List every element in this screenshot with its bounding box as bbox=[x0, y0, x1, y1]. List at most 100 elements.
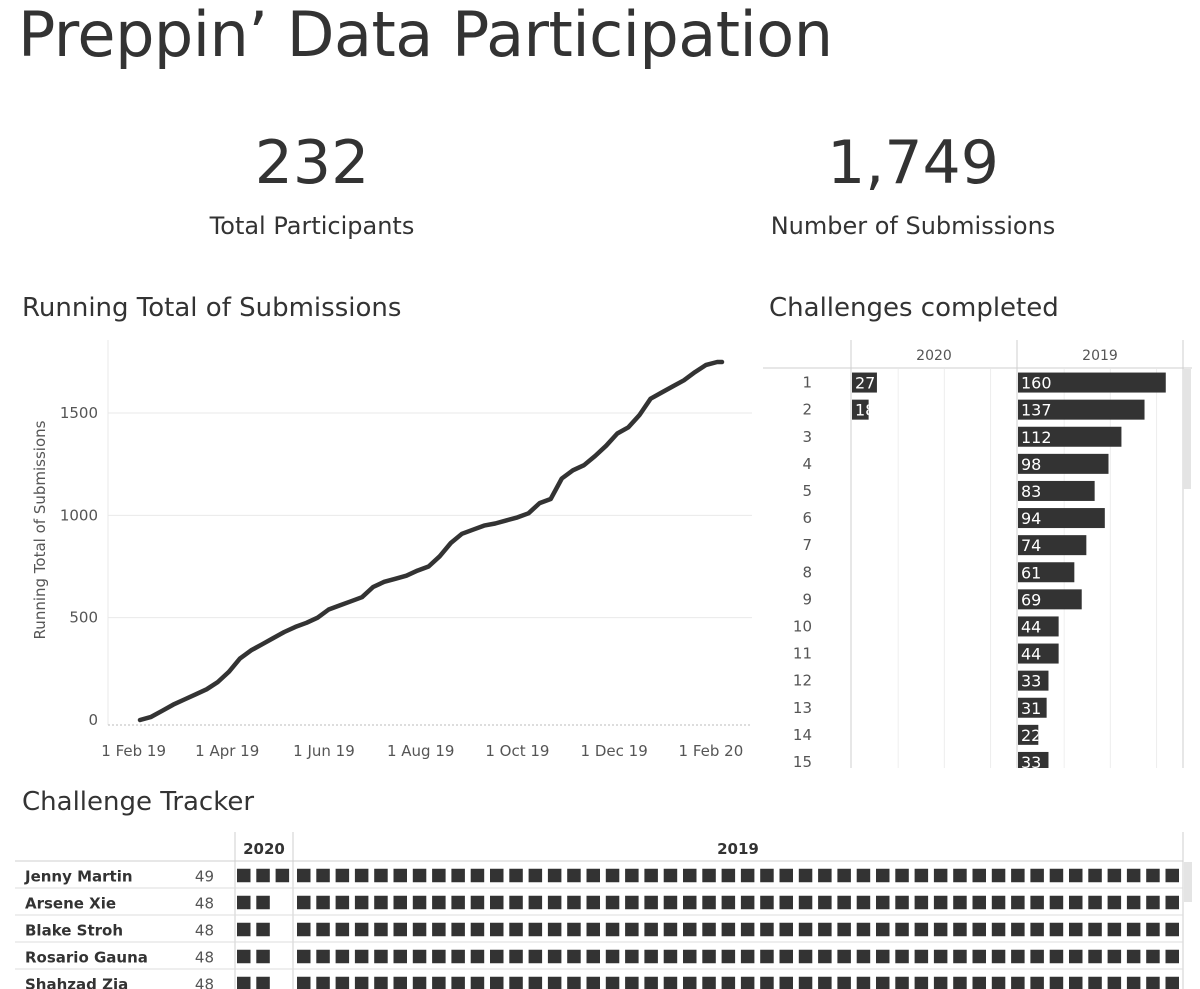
week-square bbox=[297, 949, 311, 964]
week-square bbox=[509, 949, 523, 964]
week-square bbox=[316, 868, 330, 883]
week-square bbox=[567, 868, 581, 883]
week-square bbox=[547, 868, 562, 883]
week-square bbox=[876, 895, 890, 910]
column-header: 2020 bbox=[243, 840, 285, 858]
week-square bbox=[972, 922, 986, 937]
row-label: 6 bbox=[802, 509, 812, 527]
x-tick-label: 1 Feb 19 bbox=[101, 742, 166, 760]
week-square bbox=[644, 895, 658, 910]
week-square bbox=[818, 949, 832, 964]
kpi-participants-label: Total Participants bbox=[209, 212, 415, 240]
week-square bbox=[567, 922, 581, 937]
week-square bbox=[490, 922, 504, 937]
bar bbox=[1018, 535, 1087, 556]
week-square bbox=[895, 895, 909, 910]
week-square bbox=[432, 949, 446, 964]
week-square bbox=[779, 922, 793, 937]
week-square bbox=[316, 976, 330, 989]
week-square bbox=[393, 922, 407, 937]
bar-value-label: 83 bbox=[1021, 482, 1041, 501]
week-square bbox=[663, 868, 678, 883]
week-square bbox=[933, 976, 948, 989]
week-square bbox=[1165, 949, 1179, 964]
week-square bbox=[1069, 868, 1083, 883]
week-square bbox=[1011, 868, 1025, 883]
week-square bbox=[1030, 868, 1044, 883]
week-square bbox=[779, 976, 793, 989]
bar bbox=[1018, 724, 1039, 745]
kpi-participants-value: 232 bbox=[254, 128, 370, 198]
week-square bbox=[354, 922, 369, 937]
week-square bbox=[953, 895, 967, 910]
week-square bbox=[663, 976, 678, 989]
week-square bbox=[1107, 949, 1122, 964]
week-square bbox=[798, 922, 813, 937]
row-label: 4 bbox=[802, 455, 812, 473]
week-square bbox=[644, 949, 658, 964]
week-square bbox=[490, 949, 504, 964]
bar-value-label: 98 bbox=[1021, 455, 1041, 474]
week-square bbox=[953, 949, 967, 964]
week-square bbox=[1126, 922, 1141, 937]
week-square bbox=[335, 895, 350, 910]
running-total-chart: 0 500 1000 1500 1 Feb 19 1 Apr 19 1 Jun 19 1 Au… bbox=[31, 340, 752, 760]
participant-name: Jenny Martin bbox=[24, 868, 133, 886]
week-square bbox=[702, 949, 716, 964]
row-label: 12 bbox=[793, 672, 812, 690]
week-square bbox=[798, 868, 813, 883]
week-square bbox=[586, 895, 600, 910]
week-square bbox=[1011, 922, 1025, 937]
week-square bbox=[702, 868, 716, 883]
week-square bbox=[779, 949, 793, 964]
week-square bbox=[818, 976, 832, 989]
week-square bbox=[702, 895, 716, 910]
column-header: 2019 bbox=[717, 840, 759, 858]
week-square bbox=[876, 922, 890, 937]
week-square bbox=[798, 895, 813, 910]
bar bbox=[852, 399, 869, 420]
week-square bbox=[1107, 976, 1122, 989]
week-square bbox=[256, 976, 270, 989]
participant-name: Rosario Gauna bbox=[25, 949, 148, 967]
y-axis-title: Running Total of Submissions bbox=[31, 420, 49, 639]
week-square bbox=[547, 949, 562, 964]
week-square bbox=[586, 868, 600, 883]
week-square bbox=[1146, 976, 1160, 989]
week-square bbox=[953, 868, 967, 883]
week-square bbox=[663, 922, 678, 937]
bar bbox=[1018, 751, 1049, 768]
week-square bbox=[972, 868, 986, 883]
week-square bbox=[1069, 895, 1083, 910]
scrollbar-thumb bbox=[1184, 862, 1192, 902]
row-label: 8 bbox=[802, 563, 812, 581]
week-square bbox=[991, 895, 1006, 910]
week-square bbox=[914, 976, 929, 989]
week-square bbox=[953, 922, 967, 937]
week-square bbox=[683, 895, 697, 910]
week-square bbox=[740, 895, 755, 910]
week-square bbox=[256, 895, 270, 910]
week-square bbox=[354, 895, 369, 910]
week-square bbox=[335, 922, 350, 937]
x-tick-label: 1 Apr 19 bbox=[195, 742, 259, 760]
week-square bbox=[914, 949, 929, 964]
week-square bbox=[683, 868, 697, 883]
week-square bbox=[818, 922, 832, 937]
week-square bbox=[354, 976, 369, 989]
column-header: 2019 bbox=[1082, 348, 1118, 364]
week-square bbox=[1165, 868, 1179, 883]
y-tick-label: 1500 bbox=[60, 404, 98, 422]
week-square bbox=[1011, 976, 1025, 989]
bar-value-label: 44 bbox=[1021, 645, 1041, 664]
running-total-title: Running Total of Submissions bbox=[22, 293, 402, 323]
week-square bbox=[1165, 922, 1179, 937]
week-square bbox=[856, 868, 871, 883]
week-square bbox=[1165, 895, 1179, 910]
week-square bbox=[470, 922, 485, 937]
week-square bbox=[335, 949, 350, 964]
week-square bbox=[528, 949, 543, 964]
week-square bbox=[335, 868, 350, 883]
week-square bbox=[1030, 949, 1044, 964]
week-square bbox=[605, 868, 620, 883]
